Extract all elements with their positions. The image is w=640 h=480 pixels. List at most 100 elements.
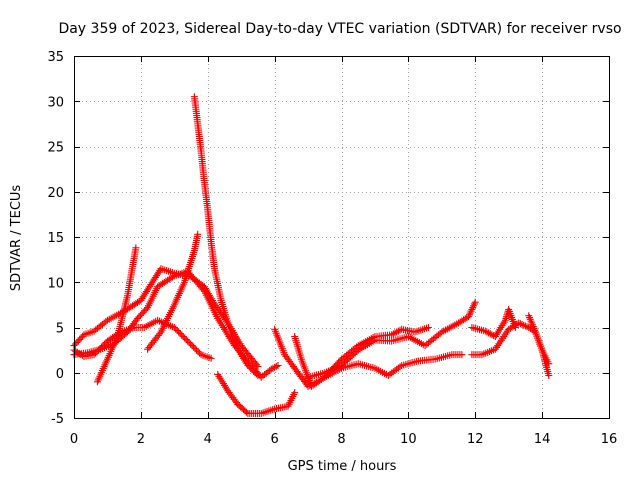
- series-track-5: [144, 230, 202, 353]
- data-point: [90, 351, 98, 359]
- data-point: [145, 284, 153, 292]
- data-point: [95, 346, 103, 354]
- x-tick-label: 2: [137, 432, 145, 447]
- data-point: [170, 324, 178, 331]
- series-track-3: [70, 316, 215, 362]
- data-point: [424, 324, 432, 331]
- data-point: [154, 270, 162, 278]
- x-tick-label: 8: [337, 432, 345, 447]
- x-tick-label: 16: [601, 432, 618, 447]
- chart-title: Day 359 of 2023, Sidereal Day-to-day VTE…: [58, 21, 621, 37]
- data-point: [253, 361, 261, 369]
- y-tick-label: 30: [47, 95, 64, 110]
- data-point: [193, 346, 201, 354]
- data-point: [187, 340, 195, 348]
- y-tick-label: 0: [56, 367, 64, 382]
- data-point: [93, 348, 101, 356]
- series-track-14: [525, 312, 553, 379]
- x-tick-label: 10: [400, 432, 417, 447]
- data-point: [176, 330, 184, 338]
- data-point: [194, 348, 202, 356]
- data-point: [169, 273, 177, 281]
- data-point: [141, 289, 149, 297]
- data-point: [516, 320, 524, 328]
- data-point: [458, 351, 466, 359]
- data-point: [132, 244, 140, 252]
- data-point: [96, 345, 104, 353]
- y-tick-label: 10: [47, 276, 64, 291]
- data-point: [137, 296, 145, 304]
- data-point: [173, 327, 181, 335]
- data-point: [242, 408, 250, 416]
- data-point: [190, 343, 198, 351]
- y-tick-labels: -5 0 5 10 15 20 25 30 35: [47, 50, 64, 427]
- data-point: [140, 291, 148, 299]
- data-point: [175, 328, 183, 336]
- series-track-2: [70, 267, 282, 381]
- data-point: [102, 318, 110, 326]
- data-point: [199, 286, 207, 294]
- data-point: [147, 281, 155, 289]
- data-point: [436, 329, 444, 337]
- data-point: [148, 279, 156, 287]
- data-point: [185, 339, 193, 347]
- data-point: [155, 268, 163, 276]
- series-track-8: [271, 325, 322, 390]
- data-point: [99, 342, 107, 350]
- data-point: [396, 363, 404, 371]
- data-point: [511, 324, 519, 331]
- data-point: [254, 371, 262, 379]
- data-point: [142, 288, 150, 296]
- series-track-10: [304, 298, 479, 381]
- y-tick-label: 25: [47, 141, 64, 156]
- data-point: [545, 371, 553, 379]
- data-point: [144, 286, 152, 294]
- data-point: [152, 272, 160, 280]
- y-tick-label: 15: [47, 231, 64, 246]
- x-tick-label: 0: [70, 432, 78, 447]
- y-tick-label: 20: [47, 186, 64, 201]
- data-point: [139, 293, 147, 301]
- data-point: [521, 322, 529, 330]
- x-axis-label: GPS time / hours: [288, 459, 397, 474]
- data-point: [179, 333, 187, 341]
- data-point: [520, 321, 528, 329]
- data-point: [156, 330, 164, 338]
- data-point: [471, 298, 479, 306]
- data-point: [254, 362, 262, 370]
- data-point: [188, 342, 196, 350]
- x-tick-label: 14: [534, 432, 551, 447]
- data-point: [252, 370, 260, 378]
- series-track-7: [214, 371, 299, 417]
- data-point: [274, 362, 282, 370]
- data-point: [146, 282, 154, 290]
- series-track-6: [190, 93, 262, 379]
- y-axis-label: SDTVAR / TECUs: [9, 185, 24, 292]
- data-point: [149, 277, 157, 285]
- data-point: [97, 343, 105, 351]
- y-tick-label: 5: [56, 322, 64, 337]
- x-tick-labels: 0 2 4 6 8 10 12 14 16: [70, 432, 617, 447]
- data-point: [151, 273, 159, 281]
- data-point: [291, 389, 299, 397]
- data-point: [184, 337, 192, 345]
- data-point: [272, 362, 280, 370]
- data-point: [181, 334, 189, 342]
- x-tick-label: 12: [467, 432, 484, 447]
- y-tick-label: -5: [51, 412, 64, 427]
- x-tick-label: 4: [204, 432, 212, 447]
- y-tick-label: 35: [47, 50, 64, 65]
- data-point: [194, 230, 202, 238]
- data-point: [150, 275, 158, 283]
- data-point: [138, 295, 146, 303]
- series-track-9: [291, 324, 432, 390]
- data-point: [92, 349, 100, 357]
- series-track-11: [321, 351, 466, 381]
- data-point: [207, 354, 215, 362]
- data-point: [178, 331, 186, 339]
- data-point: [172, 325, 180, 333]
- series-track-13: [468, 305, 519, 341]
- ticks: [74, 56, 610, 419]
